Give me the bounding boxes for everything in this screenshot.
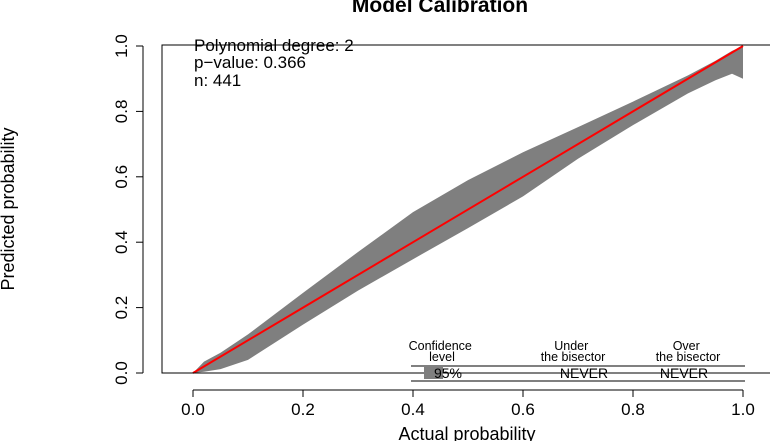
degree-text: Polynomial degree: 2 bbox=[194, 36, 354, 55]
stats-annotation: Polynomial degree: 2 p−value: 0.366 n: 4… bbox=[194, 36, 354, 90]
legend-value-confidence: 95% bbox=[434, 365, 462, 381]
plot-area bbox=[161, 44, 770, 374]
pvalue-text: p−value: 0.366 bbox=[194, 53, 306, 72]
calibration-curve bbox=[192, 45, 744, 374]
y-tick-label: 0.0 bbox=[112, 361, 131, 385]
x-tick-label: 0.2 bbox=[291, 400, 315, 419]
y-tick-label: 1.0 bbox=[112, 34, 131, 58]
chart-title: Model Calibration bbox=[352, 0, 528, 17]
x-tick-label: 0.0 bbox=[181, 400, 205, 419]
legend-header-confidence-line2: level bbox=[429, 350, 455, 364]
legend-header-under-line1: Under bbox=[554, 339, 588, 353]
y-axis-label: Predicted probability bbox=[0, 127, 18, 290]
legend-value-over: NEVER bbox=[660, 365, 708, 381]
legend-header-over: Over the bisector bbox=[656, 339, 721, 364]
legend-header-confidence-line1: Confidence bbox=[409, 339, 472, 353]
legend-swatch bbox=[424, 367, 443, 379]
legend-header-over-line2: the bisector bbox=[656, 350, 721, 364]
legend-header-under: Under the bisector bbox=[541, 339, 606, 364]
x-tick-label: 1.0 bbox=[731, 400, 755, 419]
plot-frame bbox=[161, 44, 770, 374]
legend-header-confidence: Confidence level bbox=[409, 339, 476, 364]
x-tick-label: 0.6 bbox=[511, 400, 535, 419]
y-tick-label: 0.4 bbox=[112, 230, 131, 254]
n-text: n: 441 bbox=[194, 71, 241, 90]
x-axis: 0.0 0.2 0.4 0.6 0.8 1.0 bbox=[181, 389, 755, 419]
y-tick-label: 0.6 bbox=[112, 165, 131, 189]
legend-header-over-line1: Over bbox=[673, 339, 700, 353]
y-tick-label: 0.8 bbox=[112, 100, 131, 124]
legend-value-under: NEVER bbox=[560, 365, 608, 381]
y-axis: 0.0 0.2 0.4 0.6 0.8 1.0 bbox=[112, 34, 144, 385]
x-tick-label: 0.4 bbox=[401, 400, 425, 419]
legend-header-under-line2: the bisector bbox=[541, 350, 606, 364]
x-tick-label: 0.8 bbox=[621, 400, 645, 419]
legend: Confidence level Under the bisector Over… bbox=[409, 339, 745, 382]
y-tick-label: 0.2 bbox=[112, 296, 131, 320]
x-axis-label: Actual probability bbox=[398, 424, 535, 441]
